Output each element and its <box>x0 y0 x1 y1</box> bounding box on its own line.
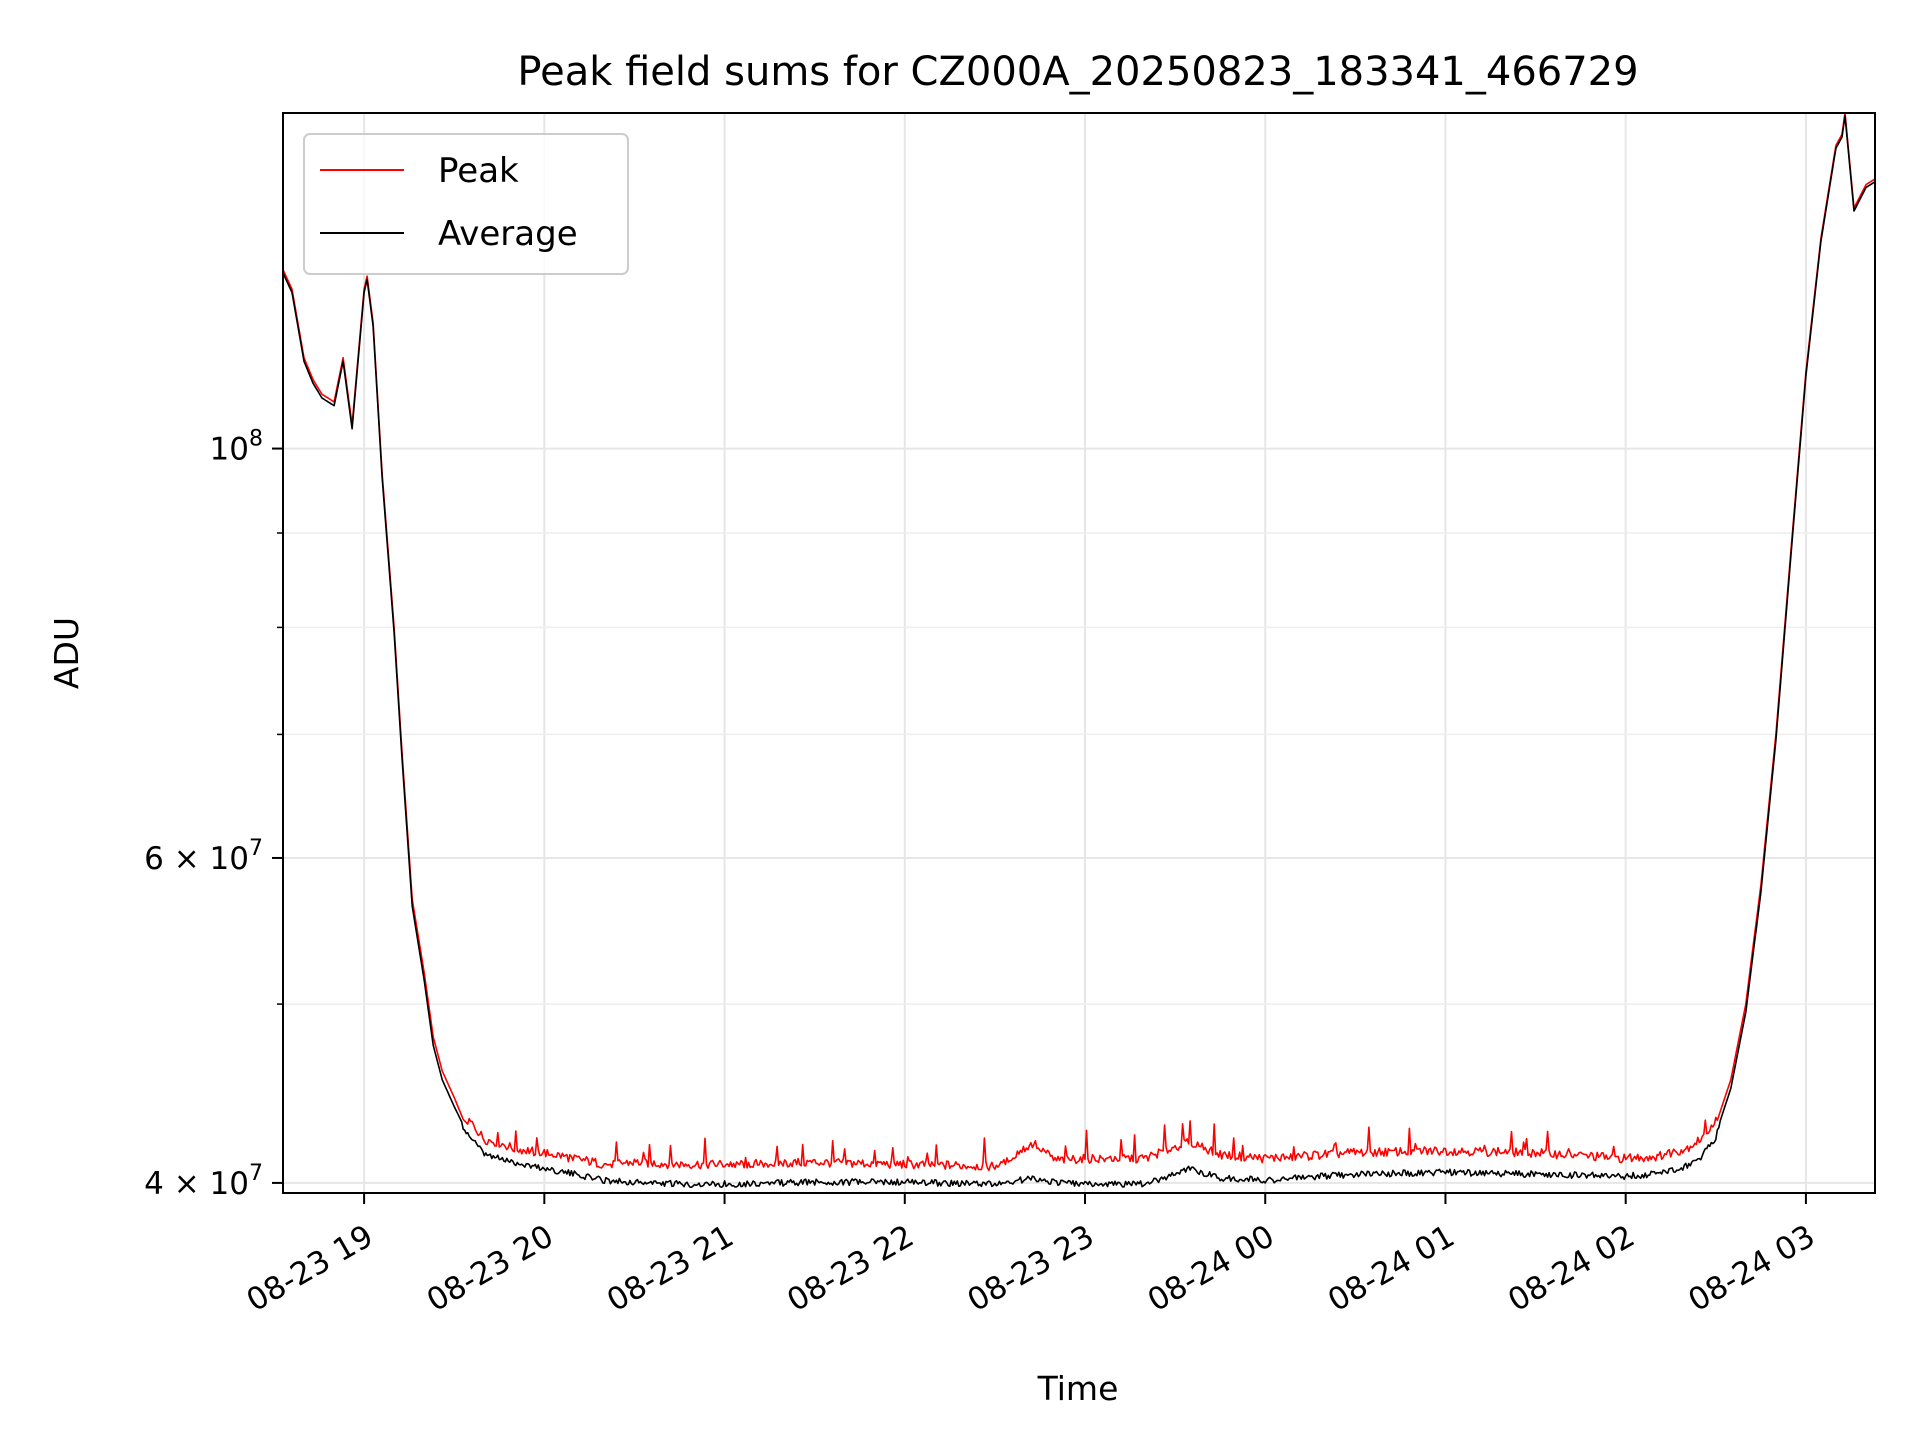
y-tick-label: 108 <box>210 427 263 468</box>
plot-frame <box>282 112 1876 1194</box>
series-line-average <box>282 114 1876 1189</box>
grid <box>283 113 1875 1193</box>
legend-label-peak: Peak <box>438 151 519 191</box>
legend-label-average: Average <box>438 214 578 254</box>
series-layer <box>282 112 1876 1189</box>
x-axis-label: Time <box>1037 1369 1119 1408</box>
y-axis: 4 × 107 6 × 107 108 <box>144 427 283 1202</box>
legend: Peak Average <box>303 133 629 275</box>
y-tick-label: 6 × 107 <box>144 836 263 877</box>
y-axis-label: ADU <box>47 617 86 689</box>
series-line-peak <box>282 112 1876 1172</box>
y-tick-label: 4 × 107 <box>144 1161 263 1202</box>
chart-title: Peak field sums for CZ000A_20250823_1833… <box>517 49 1638 95</box>
